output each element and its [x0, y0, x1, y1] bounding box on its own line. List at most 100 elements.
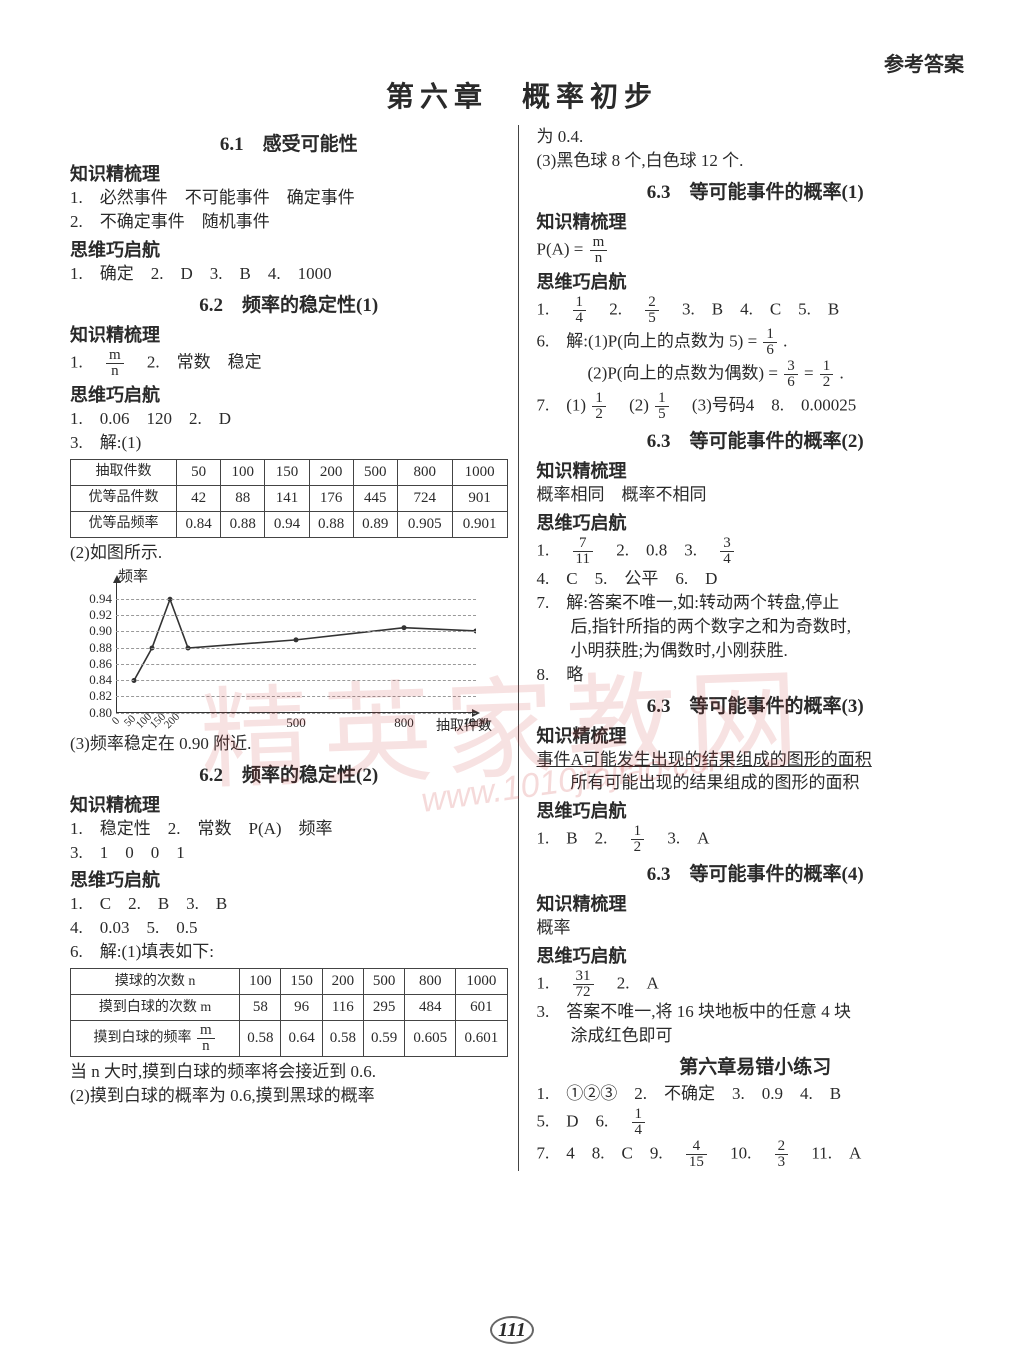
table-row: 摸到白球的频率 mn 0.58 0.64 0.58 0.59 0.605 0.6… — [71, 1021, 508, 1057]
cell: 500 — [363, 969, 404, 995]
zsjsl-r3: 知识精梳理 — [537, 722, 975, 748]
r-pa: P(A) = mn — [537, 235, 975, 266]
den: 5 — [645, 311, 659, 326]
s62b-z2: 3. 1 0 0 1 — [70, 842, 508, 865]
cell: 优等品频率 — [71, 511, 177, 537]
t: 1. — [537, 974, 567, 993]
den: 6 — [784, 375, 798, 390]
y-tick-label: 0.88 — [74, 640, 112, 656]
den: 3 — [775, 1155, 789, 1170]
frac-m-n-2: mn — [197, 1023, 215, 1054]
frac-1-2b: 12 — [592, 391, 606, 422]
num: 1 — [763, 327, 777, 343]
cell: 500 — [353, 459, 397, 485]
cell: 800 — [405, 969, 456, 995]
s61-a: 1. 确定 2. D 3. B 4. 1000 — [70, 263, 508, 286]
frac-2-5: 25 — [645, 295, 659, 326]
cell: 0.88 — [221, 511, 265, 537]
sec-63d-title: 6.3 等可能事件的概率(4) — [537, 859, 975, 886]
frequency-chart: 频率 抽取件数 0.800.820.840.860.880.900.920.94… — [70, 571, 490, 731]
r-d1: 1. 3172 2. A — [537, 969, 975, 1000]
grid-line — [116, 696, 476, 697]
frac-m-n: mn — [106, 348, 124, 379]
e1: 1. ①②③ 2. 不确定 3. 0.9 4. B — [537, 1083, 975, 1106]
y-tick-label: 0.82 — [74, 688, 112, 704]
t: 2. 0.8 3. — [599, 540, 714, 559]
frac-1-2c: 12 — [631, 824, 645, 855]
s62a-z1: 1. mn 2. 常数 稳定 — [70, 348, 508, 379]
x-tick-label: 0 — [110, 714, 122, 726]
num: m — [197, 1023, 215, 1039]
r-a2: 6. 解:(1)P(向上的点数为 5) = 16 . — [537, 327, 975, 358]
y-tick-label: 0.90 — [74, 623, 112, 639]
den: n — [590, 251, 608, 266]
cell: 295 — [363, 995, 404, 1021]
page-number: 111 — [490, 1316, 534, 1344]
s62a-p2: (2)如图所示. — [70, 542, 508, 565]
s62a-a1: 1. 0.06 120 2. D — [70, 408, 508, 431]
r-b3a: 7. 解:答案不唯一,如:转动两个转盘,停止 — [537, 592, 975, 615]
t: 3. B 4. C 5. B — [665, 299, 839, 318]
r-d2a: 3. 答案不唯一,将 16 块地板中的任意 4 块 — [537, 1001, 975, 1024]
t: 7. (1) — [537, 395, 587, 414]
cell: 901 — [452, 485, 507, 511]
r-d2b: 涂成红色即可 — [537, 1025, 975, 1048]
r-c1: 1. B 2. 12 3. A — [537, 824, 975, 855]
cell: 445 — [353, 485, 397, 511]
sec-61-title: 6.1 感受可能性 — [70, 129, 508, 156]
zsjsl-r4: 知识精梳理 — [537, 890, 975, 916]
zsjsl-1: 知识精梳理 — [70, 160, 508, 186]
cell: 100 — [240, 969, 281, 995]
t: = — [804, 363, 818, 382]
suffix: 2. 常数 稳定 — [130, 352, 262, 371]
t: 1. — [537, 540, 567, 559]
table-1: 抽取件数 50 100 150 200 500 800 1000 优等品件数 4… — [70, 459, 508, 538]
sec-63b-title: 6.3 等可能事件的概率(2) — [537, 426, 975, 453]
cell: 摸到白球的次数 m — [71, 995, 240, 1021]
s62a-p3: (3)频率稳定在 0.90 附近. — [70, 733, 508, 756]
two-columns: 6.1 感受可能性 知识精梳理 1. 必然事件 不可能事件 确定事件 2. 不确… — [70, 125, 974, 1171]
s62a-a2: 3. 解:(1) — [70, 432, 508, 455]
cell: 176 — [309, 485, 353, 511]
sec-62a-title: 6.2 频率的稳定性(1) — [70, 290, 508, 317]
t: 5. D 6. — [537, 1112, 626, 1131]
s62b-a3: 6. 解:(1)填表如下: — [70, 941, 508, 964]
grid-line — [116, 615, 476, 616]
r-b1: 1. 711 2. 0.8 3. 34 — [537, 536, 975, 567]
s62b-a2: 4. 0.03 5. 0.5 — [70, 917, 508, 940]
y-tick-label: 0.84 — [74, 672, 112, 688]
r-a4: 7. (1) 12 (2) 15 (3)号码4 8. 0.00025 — [537, 391, 975, 422]
cell: 58 — [240, 995, 281, 1021]
t: 10. — [713, 1144, 768, 1163]
cell: 484 — [405, 995, 456, 1021]
frac-31-72: 3172 — [573, 969, 594, 1000]
num: 1 — [631, 824, 645, 840]
cell: 0.58 — [322, 1021, 363, 1057]
t: 3. A — [650, 829, 709, 848]
cell: 96 — [281, 995, 322, 1021]
cell: 601 — [456, 995, 507, 1021]
label: 摸到白球的频率 — [94, 1031, 192, 1046]
chapter-title: 第六章 概率初步 — [70, 75, 974, 115]
sec-63c-title: 6.3 等可能事件的概率(3) — [537, 691, 975, 718]
cell: 800 — [397, 459, 452, 485]
swqh-2: 思维巧启航 — [70, 381, 508, 407]
num: m — [590, 235, 608, 251]
cell: 优等品件数 — [71, 485, 177, 511]
t: 2. A — [600, 974, 659, 993]
num: 2 — [775, 1139, 789, 1155]
r-a3: (2)P(向上的点数为偶数) = 36 = 12 . — [537, 359, 975, 390]
num: 3 — [784, 359, 798, 375]
frac-3-6: 36 — [784, 359, 798, 390]
x-tick-label: 800 — [394, 715, 414, 731]
frac-1-4: 14 — [573, 295, 587, 326]
frac-2-3: 23 — [775, 1139, 789, 1170]
t: . — [783, 331, 787, 350]
y-tick-label: 0.92 — [74, 607, 112, 623]
zsjsl-r2: 知识精梳理 — [537, 457, 975, 483]
y-tick-label: 0.94 — [74, 591, 112, 607]
zsjsl-3: 知识精梳理 — [70, 791, 508, 817]
t: (2) — [612, 395, 653, 414]
zsjsl-r1: 知识精梳理 — [537, 208, 975, 234]
t: 7. 4 8. C 9. — [537, 1144, 680, 1163]
